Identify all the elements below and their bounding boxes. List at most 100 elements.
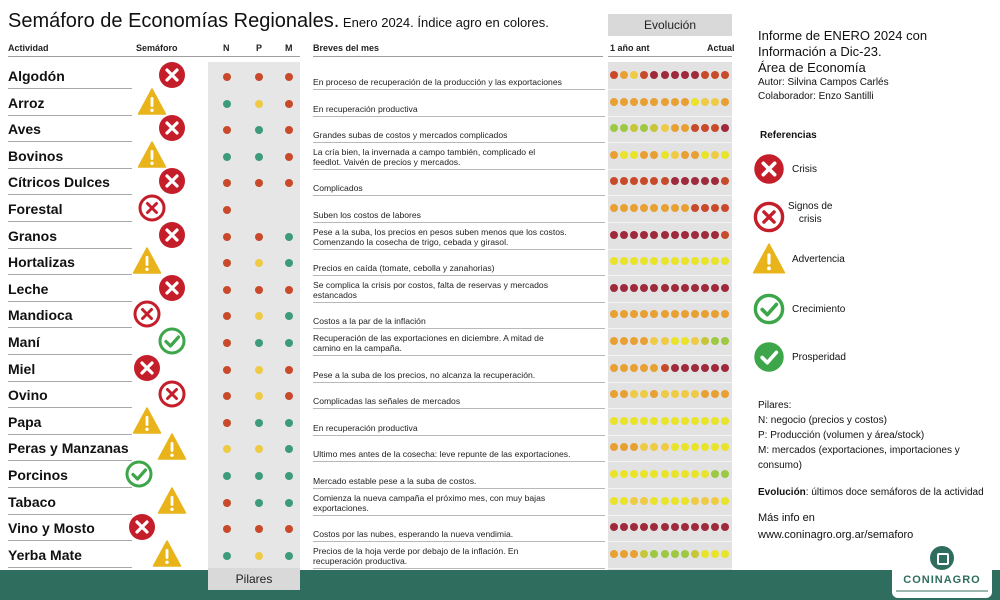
evolution-dot [630, 549, 639, 558]
collaborator: Colaborador: Enzo Santilli [758, 91, 874, 102]
table-row: Miel Pese a la suba de los precios, no al… [0, 354, 740, 383]
evolution-dot [610, 363, 618, 372]
evolution-dot [660, 443, 669, 452]
evolution-dot [721, 523, 730, 532]
evolution-dot [680, 150, 689, 159]
evolution-dot [700, 443, 709, 452]
row-brief: Costos por las nubes, esperando la nueva… [313, 529, 605, 539]
pillar-n-dot [223, 152, 231, 161]
evolution-dot [690, 97, 699, 106]
evolution-strip [610, 177, 732, 186]
reference-label: Prosperidad [792, 352, 846, 363]
row-divider [313, 222, 605, 223]
evolution-dot [670, 71, 679, 79]
evolution-dot [610, 283, 618, 292]
page-title: Semáforo de Economías Regionales. Enero … [8, 10, 549, 33]
evolution-strip [610, 416, 732, 426]
evolution-dot [680, 443, 689, 452]
table-row: Forestal Suben los costos de labores [0, 194, 740, 223]
brief-line: Complicadas las señales de mercados [313, 396, 461, 407]
evolution-dot [610, 416, 618, 425]
evolution-dot [610, 204, 618, 212]
evolution-dot [700, 204, 709, 212]
pillar-m-dot [285, 99, 293, 108]
row-divider [313, 168, 605, 170]
evolution-dot [650, 363, 659, 372]
evolution-dot [620, 337, 629, 345]
evolution-dot [711, 310, 719, 319]
evolution-dot [660, 496, 669, 505]
activity-name: Granos [8, 227, 58, 244]
evolution-dot [721, 337, 730, 345]
evolution-dot [620, 416, 629, 425]
more-info-url[interactable]: www.coninagro.org.ar/semaforo [758, 529, 914, 541]
row-divider [8, 221, 132, 222]
evolution-dot [620, 97, 629, 106]
evolution-dot [610, 523, 618, 532]
evolution-dot [610, 496, 618, 505]
evolution-dot [640, 549, 649, 558]
table-row: Porcinos Mercado estable pese a la suba d… [0, 459, 740, 489]
semaforo-status [124, 459, 154, 489]
evolution-dot [690, 177, 699, 186]
evolution-dot [680, 416, 689, 425]
evolution-dot [660, 150, 669, 159]
reference-label: Crecimiento [792, 304, 846, 315]
evolution-dot [721, 549, 730, 558]
evolution-dot [680, 124, 689, 133]
evolucion-button[interactable]: Evolución [608, 14, 732, 36]
header-year-ago: 1 año ant [610, 43, 650, 53]
evolution-dot [660, 204, 669, 212]
evolution-dot [650, 283, 659, 292]
semaforo-status [157, 113, 187, 143]
pilar-p: P: Producción (volumen y área/stock) [758, 430, 925, 441]
row-brief: Complicadas las señales de mercados [313, 396, 605, 406]
row-divider [608, 248, 732, 250]
evolution-dot [690, 337, 699, 345]
row-divider [8, 274, 132, 276]
warning-icon [157, 486, 187, 514]
reference-label: Crisis [792, 164, 817, 175]
evolution-strip [610, 97, 732, 107]
pillar-n-dot [223, 445, 231, 454]
pilares-button[interactable]: Pilares [208, 568, 300, 590]
prosperity-icon [754, 342, 784, 372]
evolution-dot [630, 390, 639, 399]
table-row: Tabaco Comienza la nueva campaña el próxi… [0, 486, 740, 516]
evolution-dot [640, 204, 649, 212]
evolution-dot [670, 496, 679, 505]
evolution-dot [690, 71, 699, 79]
evolution-dot [630, 443, 639, 452]
row-divider [313, 461, 605, 463]
evolution-strip [610, 150, 732, 160]
reference-icon [752, 152, 786, 186]
row-divider [608, 408, 732, 410]
evolution-dot [660, 523, 669, 532]
row-brief: Grandes subas de costos y mercados compl… [313, 130, 605, 140]
header-divider [313, 56, 603, 57]
evolution-dot [610, 390, 618, 399]
evolution-dot [650, 71, 659, 79]
evolution-dot [660, 283, 669, 292]
evolution-dot [650, 124, 659, 133]
evolution-dot [630, 496, 639, 505]
pillar-n-dot [223, 285, 231, 294]
evolution-dot [620, 523, 629, 532]
pillar-p-dot [255, 339, 263, 347]
pillar-p-dot [255, 99, 263, 108]
evolucion-note: Evolución: últimos doce semáforos de la … [758, 487, 998, 498]
activity-name: Porcinos [8, 467, 68, 483]
activity-name: Yerba Mate [8, 546, 82, 563]
evolution-dot [660, 549, 669, 558]
evolution-strip [610, 363, 732, 373]
table-row: Cítricos Dulces Complicados [0, 168, 740, 197]
evolution-dot [610, 150, 618, 159]
evolution-dot [640, 390, 649, 399]
pillar-n-dot [223, 339, 231, 347]
evolution-dot [711, 230, 719, 239]
evolution-dot [690, 310, 699, 319]
evolution-dot [610, 549, 618, 558]
brief-line: estancados [313, 289, 357, 300]
evolution-dot [670, 416, 679, 425]
row-brief: Complicados [313, 183, 605, 193]
